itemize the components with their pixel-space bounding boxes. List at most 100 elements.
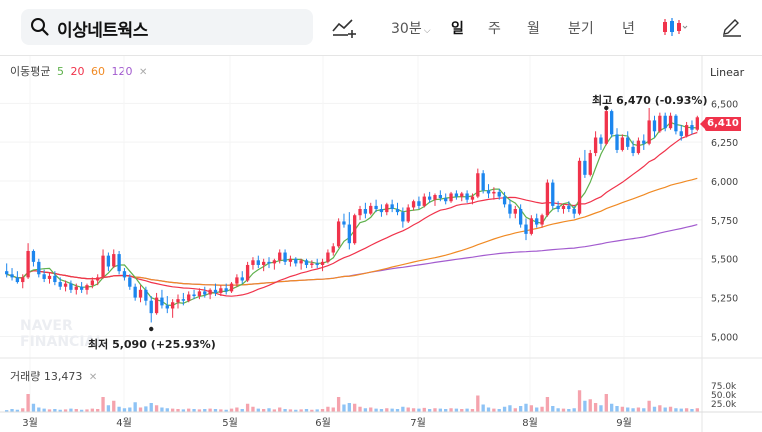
volume-bar: [187, 408, 191, 412]
candle-body: [187, 294, 191, 301]
volume-bar: [251, 406, 255, 412]
volume-bar: [545, 397, 550, 412]
candle-body: [401, 212, 405, 222]
candle: [583, 149, 587, 178]
candle-body: [593, 137, 598, 154]
candle: [331, 243, 335, 256]
candle-body: [74, 286, 78, 290]
watermark-line1: NAVER: [20, 318, 73, 334]
volume-bar: [567, 409, 571, 412]
candle: [636, 137, 641, 155]
candle: [310, 260, 314, 269]
candle: [117, 250, 121, 275]
candle: [363, 202, 368, 219]
candle: [138, 285, 143, 303]
volume-bar: [347, 403, 351, 412]
y-axis: 5,000 5,250 5,500 5,750 6,000 6,250 6,500: [711, 99, 738, 343]
volume-bar: [63, 409, 68, 412]
candle: [599, 134, 603, 150]
candle: [535, 213, 539, 228]
candle-type-icon[interactable]: [660, 15, 688, 39]
scale-selector[interactable]: Linear: [710, 66, 745, 79]
volume-bar: [42, 408, 46, 412]
close-icon[interactable]: ✕: [138, 67, 148, 78]
candle: [235, 274, 239, 287]
period-30min[interactable]: 30분 ⌵: [391, 18, 431, 38]
candle: [283, 249, 287, 265]
volume-tick-label: 50.0k: [711, 391, 737, 401]
candle: [85, 283, 89, 295]
candle: [674, 114, 678, 135]
period-year[interactable]: 년: [622, 21, 635, 37]
candle: [518, 204, 523, 228]
candle-body: [438, 195, 442, 199]
candle: [101, 249, 105, 279]
candle-body: [85, 285, 89, 290]
candle-body: [219, 288, 223, 293]
volume-bar: [181, 409, 186, 412]
volume-bar: [37, 407, 41, 412]
period-day[interactable]: 일: [451, 21, 464, 37]
candle: [422, 193, 426, 208]
volume-bar: [224, 409, 228, 412]
candle-body: [79, 286, 84, 290]
candle: [278, 249, 282, 264]
candle: [165, 296, 169, 314]
candle: [53, 271, 57, 286]
volume-tick-label: 75.0k: [711, 382, 737, 392]
ma5-line: [6, 121, 698, 307]
candle: [326, 249, 330, 264]
candle-body: [481, 173, 485, 191]
volume-bar: [353, 403, 357, 412]
pencil-icon[interactable]: [718, 15, 746, 39]
candle-body: [465, 193, 469, 200]
candle-body: [283, 252, 287, 262]
candle-body: [492, 191, 496, 194]
candle: [572, 205, 576, 219]
candle-body: [229, 283, 234, 292]
candle: [470, 193, 475, 205]
ma20-line: [6, 131, 698, 297]
candle-body: [278, 252, 282, 261]
candle: [42, 269, 46, 283]
volume-bar: [679, 408, 683, 412]
period-month[interactable]: 월: [527, 21, 540, 37]
candle-body: [15, 277, 20, 283]
candle-body: [203, 291, 207, 295]
volume-bar: [497, 409, 501, 412]
candle-body: [353, 215, 357, 244]
period-quarter[interactable]: 분기: [568, 21, 594, 37]
candle: [658, 112, 662, 133]
candle: [267, 257, 271, 269]
candle: [106, 252, 111, 272]
volume-bar: [379, 409, 384, 412]
candle-body: [117, 254, 121, 272]
period-week[interactable]: 주: [488, 21, 501, 37]
volume-bar: [610, 403, 614, 412]
candle-body: [90, 280, 94, 286]
close-icon[interactable]: ✕: [88, 372, 98, 383]
candle-body: [262, 261, 266, 265]
search-box[interactable]: 이상네트웍스: [21, 9, 313, 45]
drawing-tool-icon[interactable]: [330, 15, 358, 39]
volume-bar: [438, 408, 442, 412]
volume-bar: [213, 409, 218, 412]
candle: [304, 258, 309, 269]
candle-body: [245, 264, 250, 281]
candle-body: [251, 260, 255, 265]
volume-bar: [90, 408, 94, 412]
ma120-label: 120: [111, 65, 133, 78]
candle-body: [288, 258, 293, 262]
volume-legend: 거래량 13,473 ✕: [10, 368, 97, 384]
volume-bar: [85, 409, 89, 412]
candle: [262, 258, 266, 272]
volume-bar: [326, 406, 330, 412]
candle-body: [444, 198, 448, 202]
candle: [395, 202, 400, 216]
volume-bar: [684, 408, 689, 412]
candle-body: [449, 193, 453, 202]
volume-bar: [401, 406, 405, 412]
volume-bar: [47, 409, 52, 412]
volume-bar: [262, 409, 266, 412]
volume-bar: [652, 406, 657, 412]
